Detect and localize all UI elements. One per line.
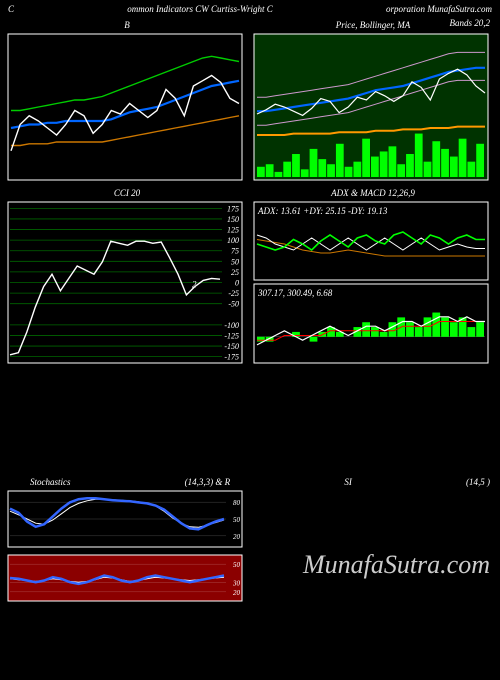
panel-cci-title: CCI 20: [6, 186, 248, 200]
svg-text:2: 2: [192, 280, 197, 290]
hdr-left: C: [8, 4, 14, 14]
chart-price: [252, 32, 490, 182]
stoch-left: Stochastics: [30, 477, 71, 487]
stoch-right: (14,5 ): [466, 477, 490, 487]
chart-adx-macd: ADX: 13.61 +DY: 25.15 -DY: 19.13 307.17, …: [252, 200, 490, 365]
svg-text:ADX: 13.61 +DY: 25.15 -DY: 19.: ADX: 13.61 +DY: 25.15 -DY: 19.13: [257, 206, 388, 216]
svg-text:50: 50: [233, 561, 241, 569]
panel-adx-title: ADX & MACD 12,26,9: [252, 186, 494, 200]
chart-b: [6, 32, 244, 182]
svg-text:150: 150: [227, 215, 239, 224]
hdr-center: ommon Indicators CW Curtiss-Wright C: [127, 4, 273, 14]
svg-text:-100: -100: [224, 321, 239, 330]
chart-stoch: 80 50 20: [6, 489, 244, 549]
stoch-mid: (14,3,3) & R: [185, 477, 231, 487]
svg-text:30: 30: [232, 580, 241, 588]
svg-text:-25: -25: [228, 289, 239, 298]
svg-text:20: 20: [233, 533, 241, 541]
svg-text:-150: -150: [224, 342, 239, 351]
svg-text:25: 25: [231, 268, 239, 277]
svg-text:80: 80: [233, 499, 241, 507]
hdr-right: orporation MunafaSutra.com: [386, 4, 492, 14]
svg-text:0: 0: [235, 279, 239, 288]
svg-text:50: 50: [231, 257, 239, 266]
svg-text:-125: -125: [224, 331, 239, 340]
svg-text:-175: -175: [224, 353, 239, 362]
page-header: C ommon Indicators CW Curtiss-Wright C o…: [0, 0, 500, 18]
top-grid: B Price, Bollinger, MA CCI 20 175 150 1251…: [0, 18, 500, 365]
svg-text:50: 50: [233, 516, 241, 524]
chart-rsi: 50 3020: [6, 553, 244, 603]
chart-cci: 175 150 125100 7550 25 0-25 -50 -100-125 -150 -17…: [6, 200, 244, 365]
panel-b-title: B: [6, 18, 248, 32]
panel-b: B: [6, 18, 248, 182]
stoch-panels: 805020 503020: [0, 489, 500, 603]
svg-text:75: 75: [231, 247, 239, 256]
svg-text:-50: -50: [228, 300, 239, 309]
stoch-mid2: SI: [344, 477, 352, 487]
panel-cci: CCI 20 175 150 125100 7550 25 0-25 -50 -100-125…: [6, 186, 248, 365]
svg-text:307.17, 300.49, 6.68: 307.17, 300.49, 6.68: [257, 288, 333, 298]
watermark: MunafaSutra.com: [303, 550, 490, 580]
svg-text:125: 125: [227, 226, 239, 235]
panel-price: Price, Bollinger, MA: [252, 18, 494, 182]
panel-adx-macd: ADX & MACD 12,26,9 ADX: 13.61 +DY: 25.15…: [252, 186, 494, 365]
svg-text:175: 175: [227, 204, 239, 213]
spacer: [0, 365, 500, 473]
panel-price-title: Price, Bollinger, MA: [252, 18, 494, 32]
svg-text:20: 20: [233, 589, 241, 597]
stoch-header: Stochastics (14,3,3) & R SI (14,5 ): [0, 473, 500, 489]
svg-text:100: 100: [227, 236, 239, 245]
